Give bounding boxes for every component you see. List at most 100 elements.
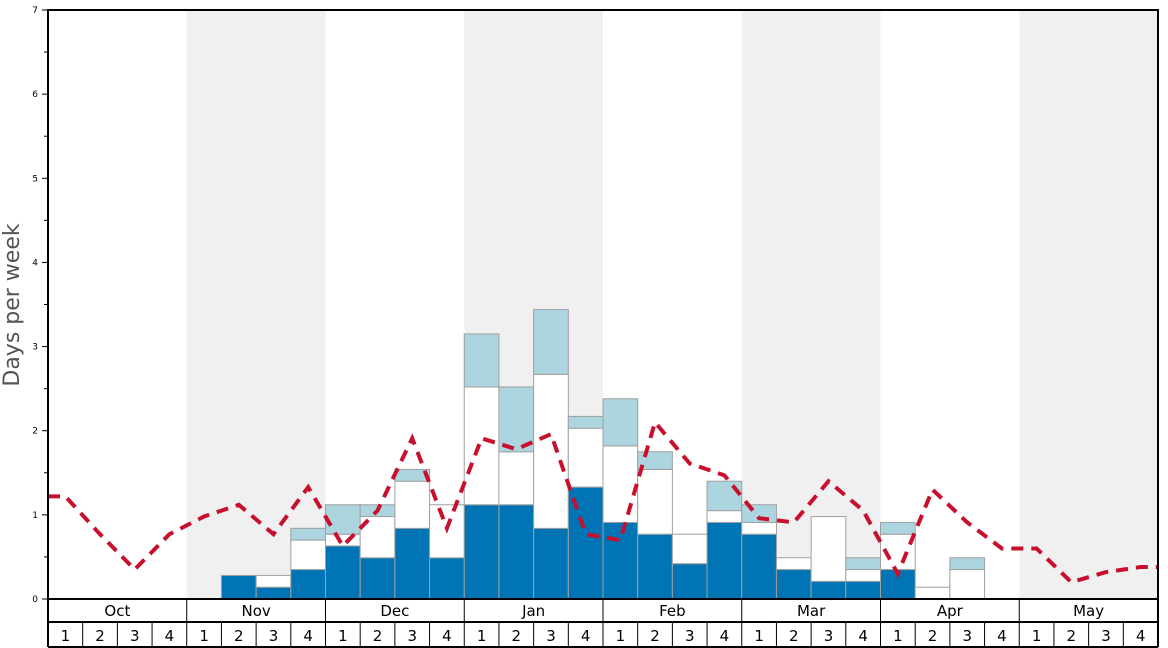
week-label: 3 (269, 627, 279, 645)
week-label: 2 (789, 627, 799, 645)
bar-dark-14 (533, 527, 569, 600)
week-label: 2 (373, 627, 383, 645)
month-label-apr: Apr (937, 602, 964, 620)
bar-dark-21 (775, 569, 812, 600)
y-tick-label: 7 (32, 6, 38, 16)
bar-light-26 (949, 557, 986, 571)
week-label: 1 (61, 627, 71, 645)
trend-line-group (47, 418, 1159, 585)
month-label-oct: Oct (104, 602, 130, 620)
week-label: 3 (824, 627, 834, 645)
month-label-may: May (1073, 602, 1104, 620)
week-label: 1 (1032, 627, 1042, 645)
month-label-mar: Mar (797, 602, 826, 620)
week-label: 2 (1067, 627, 1077, 645)
week-label: 4 (581, 627, 591, 645)
bar-white-16 (602, 445, 639, 523)
bar-dark-19 (706, 521, 743, 600)
bar-light-16 (602, 398, 639, 447)
week-label: 4 (1136, 627, 1146, 645)
bar-white-21 (775, 557, 812, 571)
bar-dark-16 (602, 521, 639, 600)
week-label: 3 (546, 627, 556, 645)
bar-white-6 (255, 574, 292, 588)
week-label: 4 (858, 627, 868, 645)
week-label: 4 (442, 627, 452, 645)
y-axis: 0 1 2 3 4 5 6 7 (32, 6, 48, 605)
week-label: 3 (962, 627, 972, 645)
bar-light-8 (325, 504, 361, 535)
week-label: 2 (650, 627, 660, 645)
y-tick-label: 5 (32, 174, 38, 184)
bar-dark-5 (220, 574, 257, 600)
week-label: 2 (234, 627, 244, 645)
bar-dark-9 (359, 557, 396, 600)
bar-dark-10 (394, 527, 431, 600)
week-label: 3 (407, 627, 417, 645)
month-label-jan: Jan (521, 602, 545, 620)
y-tick-label: 2 (32, 427, 38, 437)
week-label: 1 (338, 627, 348, 645)
month-stripes (186, 10, 1158, 599)
trend-line (47, 418, 1159, 585)
bar-light-19 (706, 480, 743, 512)
bar-dark-17 (637, 533, 673, 600)
week-label: 1 (616, 627, 626, 645)
month-label-dec: Dec (380, 602, 409, 620)
bar-light-24 (880, 521, 916, 535)
bar-light-14 (533, 309, 569, 375)
week-label: 4 (165, 627, 175, 645)
bar-dark-18 (671, 563, 708, 600)
bar-white-15 (567, 427, 604, 488)
bar-dark-7 (290, 569, 326, 600)
y-axis-label: Days per week (0, 223, 25, 386)
week-label: 1 (477, 627, 487, 645)
week-label: 2 (95, 627, 105, 645)
bar-light-23 (845, 557, 881, 571)
week-label: 3 (685, 627, 695, 645)
week-label: 3 (1101, 627, 1111, 645)
month-label-nov: Nov (241, 602, 270, 620)
week-label: 1 (199, 627, 209, 645)
week-label: 4 (997, 627, 1007, 645)
bar-dark-8 (325, 545, 361, 600)
y-tick-label: 0 (32, 595, 38, 605)
y-tick-label: 3 (32, 343, 38, 353)
y-tick-label: 1 (32, 511, 38, 521)
bar-white-14 (533, 373, 569, 529)
week-label: 3 (130, 627, 140, 645)
week-label: 2 (512, 627, 522, 645)
week-label: 4 (720, 627, 730, 645)
bar-dark-13 (498, 504, 535, 600)
bar-dark-11 (429, 557, 465, 600)
bar-white-22 (810, 516, 847, 582)
bar-dark-6 (255, 586, 292, 600)
week-label: 1 (893, 627, 903, 645)
bar-white-25 (914, 586, 951, 600)
stripe-nov (186, 10, 326, 599)
y-tick-label: 4 (32, 258, 38, 268)
stripe-may (1019, 10, 1158, 599)
bar-white-10 (394, 480, 431, 529)
week-label: 4 (303, 627, 313, 645)
y-tick-label: 6 (32, 90, 38, 100)
bar-white-20 (741, 521, 777, 535)
bar-dark-23 (845, 580, 881, 600)
bar-white-18 (671, 533, 708, 565)
bar-light-12 (463, 333, 500, 388)
week-label: 2 (928, 627, 938, 645)
bars-group (220, 309, 986, 600)
bar-dark-12 (463, 504, 500, 600)
bar-white-7 (290, 539, 326, 571)
bar-white-26 (949, 569, 986, 600)
month-label-feb: Feb (659, 602, 686, 620)
week-label: 1 (754, 627, 764, 645)
bar-white-13 (498, 451, 535, 506)
bar-dark-22 (810, 580, 847, 600)
bar-light-7 (290, 527, 326, 541)
bar-light-15 (567, 415, 604, 429)
x-axis: Oct 1 2 3 4 Nov 1 2 3 4 Dec 1 2 3 4 Jan 1 2 3 4 Feb 1 2 3 4 Mar 1 2… (47, 599, 1159, 648)
bar-dark-20 (741, 533, 777, 600)
bar-white-19 (706, 510, 743, 523)
